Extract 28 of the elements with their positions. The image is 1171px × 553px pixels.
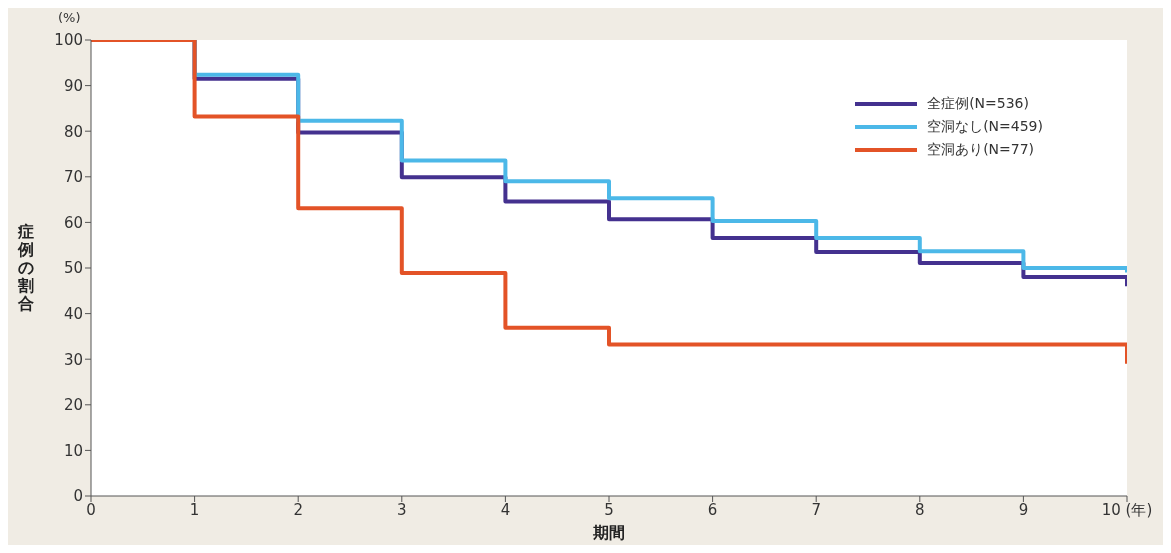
x-tick-label: 7 xyxy=(811,500,821,519)
y-tick-label: 30 xyxy=(63,350,83,369)
legend-label: 全症例(N=536) xyxy=(927,94,1029,113)
y-tick-label: 10 xyxy=(63,441,83,460)
x-tick-label: 1 xyxy=(189,500,200,519)
y-tick-label: 100 xyxy=(54,31,83,50)
y-tick-label: 70 xyxy=(63,168,83,187)
legend-label: 空洞あり(N=77) xyxy=(927,140,1035,159)
x-axis-title: 期間 xyxy=(592,523,625,542)
x-tick-label: 10 (年) xyxy=(1101,500,1153,519)
y-tick-label: 0 xyxy=(73,487,83,506)
y-tick-label: 20 xyxy=(63,396,83,415)
y-tick-label: 80 xyxy=(63,122,83,141)
x-tick-label: 4 xyxy=(500,500,511,519)
y-tick-label: 50 xyxy=(63,259,83,278)
text: (%) xyxy=(58,10,81,25)
y-tick-label: 40 xyxy=(63,304,83,323)
x-tick-label: 6 xyxy=(707,500,718,519)
legend-label: 空洞なし(N=459) xyxy=(927,117,1043,136)
x-tick-label: 2 xyxy=(293,500,303,519)
x-tick-label: 3 xyxy=(397,500,407,519)
y-axis-title: 症例の割合 xyxy=(17,221,34,313)
y-tick-label: 90 xyxy=(63,76,83,95)
x-tick-label: 8 xyxy=(915,500,925,519)
x-tick-label: 9 xyxy=(1018,500,1029,519)
x-tick-label: 5 xyxy=(604,500,614,519)
y-tick-label: 60 xyxy=(63,213,83,232)
x-tick-label: 0 xyxy=(86,500,96,519)
